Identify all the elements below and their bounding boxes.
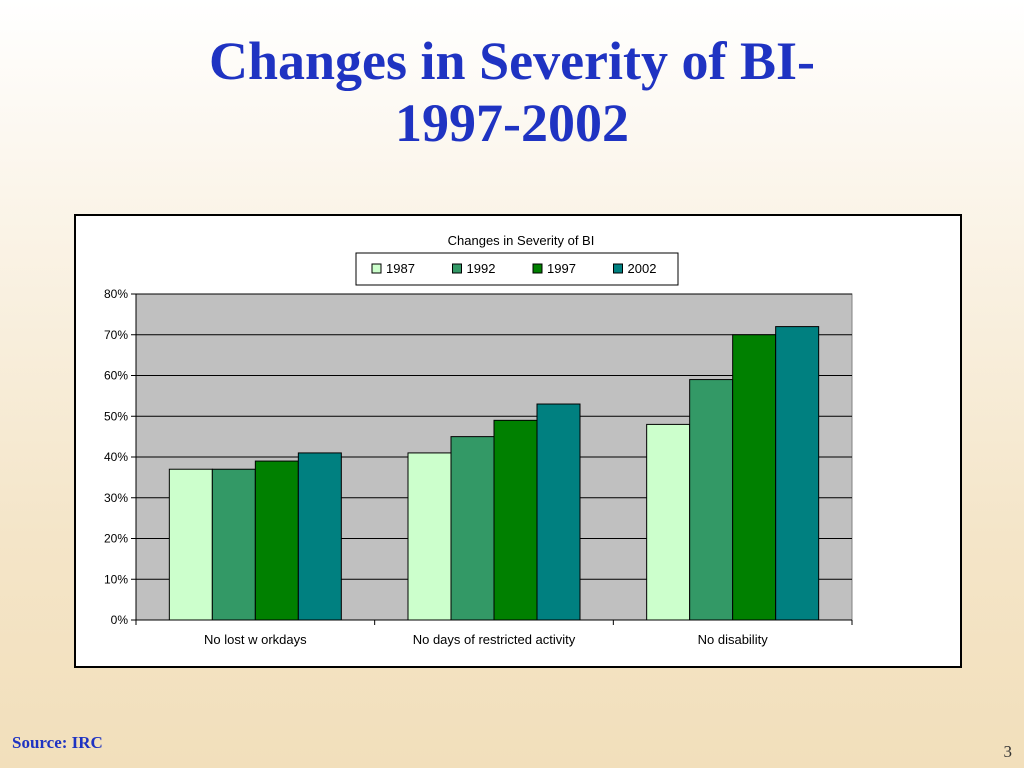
legend-swatch-1987 — [371, 263, 382, 274]
y-tick-label: 20% — [104, 532, 128, 546]
source-note: Source: IRC — [12, 733, 103, 752]
y-tick-label: 0% — [111, 613, 129, 627]
y-tick-label: 10% — [104, 572, 128, 586]
bar-1997-3 — [732, 334, 777, 621]
chart-frame: Changes in Severity of BI 0% 10% 20% 30% 40%… — [74, 214, 962, 668]
bar-1987-1 — [168, 468, 213, 621]
chart-legend: 1987 1992 1997 2002 — [355, 252, 679, 286]
bar-1987-2 — [407, 452, 452, 621]
chart-title: Changes in Severity of BI — [448, 233, 595, 248]
legend-label-2002: 2002 — [628, 261, 657, 276]
bar-1992-2 — [450, 436, 495, 621]
bar-1997-2 — [493, 419, 538, 621]
bar-1992-1 — [211, 468, 256, 621]
slide-title-line2: 1997-2002 — [395, 93, 629, 153]
legend-label-1992: 1992 — [467, 261, 496, 276]
bar-1997-1 — [254, 460, 299, 621]
bar-2002-2 — [536, 403, 581, 621]
bar-1987-3 — [646, 423, 691, 621]
slide-title-line1: Changes in Severity of BI- — [209, 31, 815, 91]
bar-1992-3 — [689, 379, 734, 621]
legend-swatch-2002 — [613, 263, 623, 274]
y-tick-label: 70% — [104, 328, 128, 342]
y-tick-label: 30% — [104, 491, 128, 505]
x-tick-label: No disability — [698, 632, 769, 647]
plot-area: 0% 10% 20% 30% 40% 50% 60% 70% 80% No lost w orkd… — [104, 287, 853, 647]
page-number: 3 — [1003, 742, 1013, 761]
legend-box — [355, 252, 679, 286]
slide-title: Changes in Severity of BI- 1997-2002 — [0, 30, 1024, 154]
y-tick-label: 80% — [104, 287, 128, 301]
y-tick-label: 60% — [104, 369, 128, 383]
x-tick-label: No lost w orkdays — [204, 632, 307, 647]
bar-chart: Changes in Severity of BI 0% 10% 20% 30% 40%… — [104, 233, 853, 647]
y-tick-label: 40% — [104, 450, 128, 464]
legend-swatch-1997 — [532, 263, 543, 274]
bar-2002-3 — [775, 326, 820, 621]
legend-label-1987: 1987 — [386, 261, 415, 276]
legend-swatch-1992 — [452, 263, 462, 274]
bar-2002-1 — [297, 452, 342, 621]
y-tick-label: 50% — [104, 409, 128, 423]
legend-label-1997: 1997 — [547, 261, 576, 276]
x-tick-label: No days of restricted activity — [413, 632, 576, 647]
